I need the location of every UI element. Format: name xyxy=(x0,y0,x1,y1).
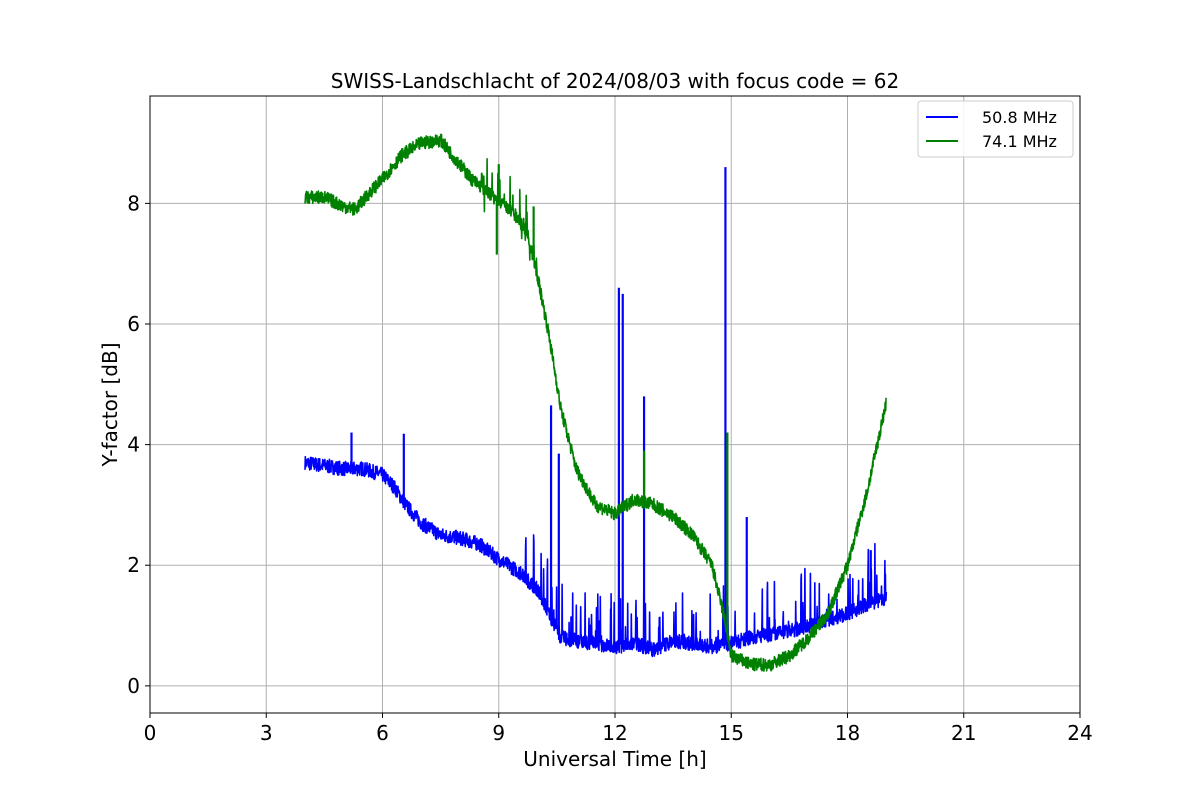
y-tick-label: 6 xyxy=(127,312,140,336)
x-tick-label: 18 xyxy=(835,721,860,745)
legend: 50.8 MHz 74.1 MHz xyxy=(917,100,1074,158)
series-line xyxy=(304,133,888,672)
y-tick-label: 4 xyxy=(127,433,140,457)
x-tick-label: 12 xyxy=(602,721,627,745)
legend-entry: 74.1 MHz xyxy=(982,132,1057,151)
x-tick-label: 21 xyxy=(951,721,976,745)
x-tick-label: 3 xyxy=(260,721,273,745)
x-tick-label: 6 xyxy=(376,721,389,745)
x-tick-label: 0 xyxy=(144,721,157,745)
series-area xyxy=(304,133,888,672)
chart-title: SWISS-Landschlacht of 2024/08/03 with fo… xyxy=(331,69,899,93)
x-axis-label: Universal Time [h] xyxy=(523,747,706,771)
x-tick-label: 24 xyxy=(1067,721,1092,745)
y-axis-label: Y-factor [dB] xyxy=(98,342,122,467)
x-tick-label: 15 xyxy=(719,721,744,745)
series-line xyxy=(304,455,888,658)
y-tick-label: 2 xyxy=(127,553,140,577)
x-tick-label: 9 xyxy=(492,721,505,745)
legend-entry: 50.8 MHz xyxy=(982,108,1057,127)
y-tick-label: 8 xyxy=(127,191,140,215)
y-tick-label: 0 xyxy=(127,674,140,698)
legend-box xyxy=(917,100,1074,158)
